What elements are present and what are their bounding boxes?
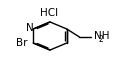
Text: Br: Br: [16, 38, 28, 48]
Text: NH: NH: [94, 31, 110, 41]
Text: HCl: HCl: [40, 8, 58, 18]
Text: 2: 2: [99, 35, 103, 44]
Text: N: N: [26, 23, 34, 33]
